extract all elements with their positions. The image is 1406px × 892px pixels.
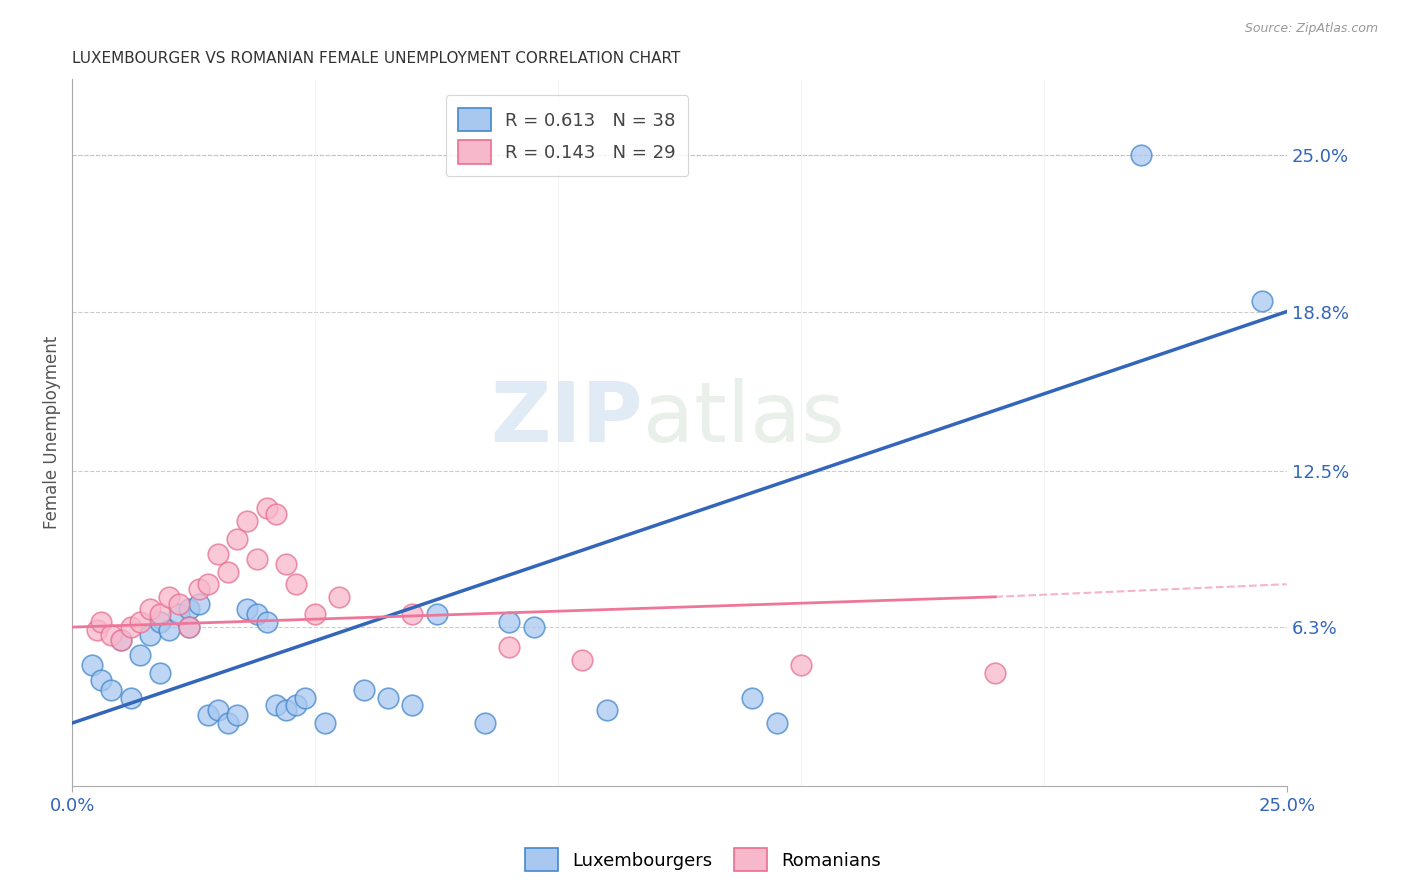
- Point: [474, 716, 496, 731]
- Point: [167, 607, 190, 622]
- Point: [246, 607, 269, 622]
- Point: [207, 547, 229, 561]
- Point: [226, 532, 249, 546]
- Point: [177, 620, 200, 634]
- Point: [264, 698, 287, 713]
- Point: [129, 648, 152, 662]
- Text: Source: ZipAtlas.com: Source: ZipAtlas.com: [1244, 22, 1378, 36]
- Point: [90, 673, 112, 687]
- Legend: Luxembourgers, Romanians: Luxembourgers, Romanians: [517, 841, 889, 879]
- Point: [274, 557, 297, 571]
- Point: [197, 577, 219, 591]
- Y-axis label: Female Unemployment: Female Unemployment: [44, 336, 60, 529]
- Point: [90, 615, 112, 629]
- Point: [139, 628, 162, 642]
- Text: ZIP: ZIP: [491, 378, 643, 459]
- Point: [595, 703, 617, 717]
- Point: [110, 632, 132, 647]
- Point: [149, 665, 172, 680]
- Point: [157, 590, 180, 604]
- Point: [498, 615, 520, 629]
- Point: [207, 703, 229, 717]
- Point: [197, 708, 219, 723]
- Point: [1251, 294, 1274, 309]
- Point: [80, 657, 103, 672]
- Point: [314, 716, 336, 731]
- Point: [523, 620, 546, 634]
- Point: [353, 683, 375, 698]
- Text: atlas: atlas: [643, 378, 845, 459]
- Point: [217, 716, 239, 731]
- Point: [86, 623, 108, 637]
- Text: LUXEMBOURGER VS ROMANIAN FEMALE UNEMPLOYMENT CORRELATION CHART: LUXEMBOURGER VS ROMANIAN FEMALE UNEMPLOY…: [72, 51, 681, 66]
- Point: [177, 620, 200, 634]
- Point: [149, 615, 172, 629]
- Point: [304, 607, 326, 622]
- Point: [426, 607, 449, 622]
- Point: [274, 703, 297, 717]
- Point: [741, 690, 763, 705]
- Point: [226, 708, 249, 723]
- Point: [498, 640, 520, 655]
- Point: [571, 653, 593, 667]
- Point: [100, 683, 122, 698]
- Point: [294, 690, 316, 705]
- Point: [256, 615, 278, 629]
- Point: [790, 657, 813, 672]
- Point: [328, 590, 350, 604]
- Point: [246, 552, 269, 566]
- Point: [120, 690, 142, 705]
- Point: [264, 507, 287, 521]
- Point: [110, 632, 132, 647]
- Point: [149, 607, 172, 622]
- Point: [1130, 148, 1153, 162]
- Point: [187, 598, 209, 612]
- Point: [236, 602, 259, 616]
- Point: [217, 565, 239, 579]
- Point: [157, 623, 180, 637]
- Point: [120, 620, 142, 634]
- Point: [177, 602, 200, 616]
- Point: [256, 501, 278, 516]
- Point: [984, 665, 1007, 680]
- Point: [187, 582, 209, 597]
- Point: [377, 690, 399, 705]
- Point: [236, 514, 259, 528]
- Legend: R = 0.613   N = 38, R = 0.143   N = 29: R = 0.613 N = 38, R = 0.143 N = 29: [446, 95, 689, 176]
- Point: [401, 607, 423, 622]
- Point: [167, 598, 190, 612]
- Point: [284, 577, 307, 591]
- Point: [284, 698, 307, 713]
- Point: [765, 716, 787, 731]
- Point: [129, 615, 152, 629]
- Point: [100, 628, 122, 642]
- Point: [139, 602, 162, 616]
- Point: [401, 698, 423, 713]
